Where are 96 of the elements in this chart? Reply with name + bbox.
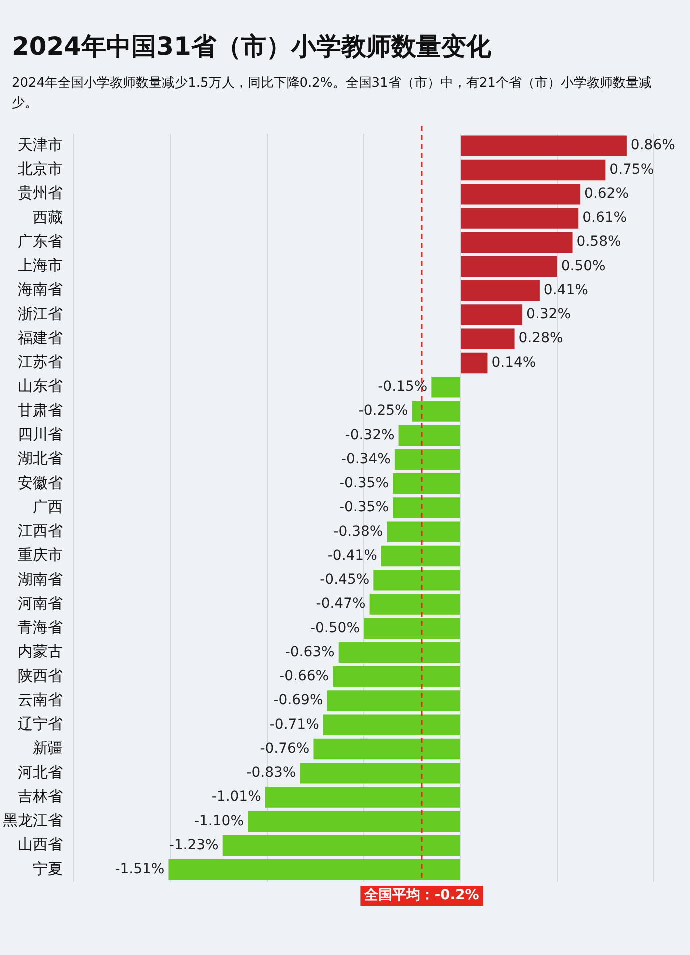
data-label: -0.34% (341, 451, 391, 468)
y-tick-label: 黑龙江省 (3, 812, 63, 830)
bar (314, 738, 460, 760)
bar (461, 352, 488, 374)
y-tick-label: 陕西省 (18, 666, 63, 685)
data-label: -0.50% (310, 620, 360, 636)
data-label: -1.01% (212, 789, 262, 806)
data-label: -0.35% (339, 500, 389, 516)
bar (265, 787, 460, 808)
bar (387, 522, 460, 543)
bar (381, 546, 460, 567)
y-tick-label: 广西 (33, 498, 63, 516)
bar (393, 498, 460, 518)
bar (333, 666, 460, 688)
y-tick-label: 青海省 (18, 618, 63, 637)
y-tick-label: 河北省 (18, 763, 63, 782)
data-label: 0.62% (584, 186, 630, 202)
bar (461, 328, 515, 350)
bar (461, 232, 573, 253)
y-tick-label: 甘肃省 (18, 401, 63, 420)
bar (461, 136, 627, 156)
data-label: 0.32% (526, 306, 572, 323)
y-tick-label: 海南省 (18, 280, 63, 299)
data-label: 0.75% (610, 162, 654, 178)
chart-title: 2024年中国31省（市）小学教师数量变化 (12, 31, 492, 63)
data-label: 0.14% (492, 354, 536, 371)
y-tick-label: 北京市 (18, 160, 63, 178)
y-tick-label: 云南省 (18, 690, 63, 709)
y-tick-label: 山东省 (18, 377, 63, 396)
bar (338, 642, 460, 664)
y-tick-label: 吉林省 (18, 787, 63, 806)
bar (374, 570, 460, 591)
bar (168, 860, 460, 880)
bar (364, 618, 460, 640)
y-tick-label: 山西省 (18, 836, 63, 854)
y-tick-label: 浙江省 (18, 304, 63, 323)
data-label: -1.51% (115, 862, 165, 878)
data-label: -1.23% (169, 837, 219, 854)
y-tick-label: 广东省 (18, 232, 63, 250)
y-tick-label: 贵州省 (18, 184, 63, 202)
bar (412, 401, 460, 422)
data-label: -0.38% (334, 524, 384, 540)
y-tick-label: 湖北省 (18, 450, 63, 468)
bar (461, 256, 558, 278)
bar (370, 594, 460, 615)
data-label: -0.63% (285, 644, 335, 660)
data-label: -0.15% (378, 378, 428, 395)
bar (398, 425, 460, 446)
bar (300, 763, 460, 784)
y-tick-label: 河南省 (18, 594, 63, 612)
data-label: -0.69% (274, 692, 324, 709)
y-tick-label: 江西省 (18, 522, 63, 540)
chart-subtitle: 2024年全国小学教师数量减少1.5万人，同比下降0.2%。全国31省（市）中，有21个省（市）小学教师数量减少。 (12, 75, 653, 113)
data-label: -0.41% (328, 548, 378, 564)
data-label: 0.50% (561, 258, 606, 274)
data-label: 0.86% (630, 138, 676, 154)
data-label: -0.76% (260, 740, 310, 757)
bar (323, 714, 460, 736)
data-label: 0.41% (544, 282, 588, 298)
data-label: -0.47% (316, 596, 366, 612)
y-tick-label: 宁夏 (33, 860, 63, 878)
data-label: -0.25% (358, 403, 408, 420)
y-tick-label: 湖南省 (18, 570, 63, 588)
ref-line-label: 全国平均：-0.2% (364, 888, 480, 904)
data-label: -0.66% (280, 668, 330, 685)
y-tick-label: 重庆市 (18, 546, 63, 564)
data-label: -0.35% (339, 476, 389, 492)
data-label: -0.83% (246, 765, 296, 782)
y-tick-label: 福建省 (18, 328, 63, 347)
y-tick-label: 上海市 (18, 256, 63, 275)
bar (461, 280, 540, 302)
bar (461, 184, 581, 205)
data-label: -0.45% (320, 572, 370, 588)
y-tick-label: 天津市 (18, 136, 63, 154)
bar (461, 208, 579, 229)
y-tick-label: 西藏 (33, 208, 63, 226)
data-label: 0.58% (576, 234, 622, 250)
bar (394, 449, 460, 470)
y-tick-label: 内蒙古 (18, 642, 63, 661)
data-label: 0.61% (582, 210, 628, 226)
data-label: -1.10% (194, 813, 244, 830)
bar (393, 473, 460, 494)
y-tick-label: 辽宁省 (18, 715, 63, 734)
bar (327, 690, 460, 712)
data-label: 0.28% (518, 330, 564, 347)
bar (461, 304, 523, 326)
y-tick-label: 四川省 (18, 426, 63, 444)
bar (432, 376, 460, 398)
bar (222, 835, 460, 856)
y-tick-label: 新疆 (33, 739, 63, 758)
bar (248, 811, 460, 832)
y-tick-label: 江苏省 (18, 353, 63, 372)
data-label: -0.71% (270, 716, 320, 733)
data-label: -0.32% (345, 427, 395, 444)
y-tick-label: 安徽省 (18, 474, 63, 492)
bar (461, 160, 606, 181)
